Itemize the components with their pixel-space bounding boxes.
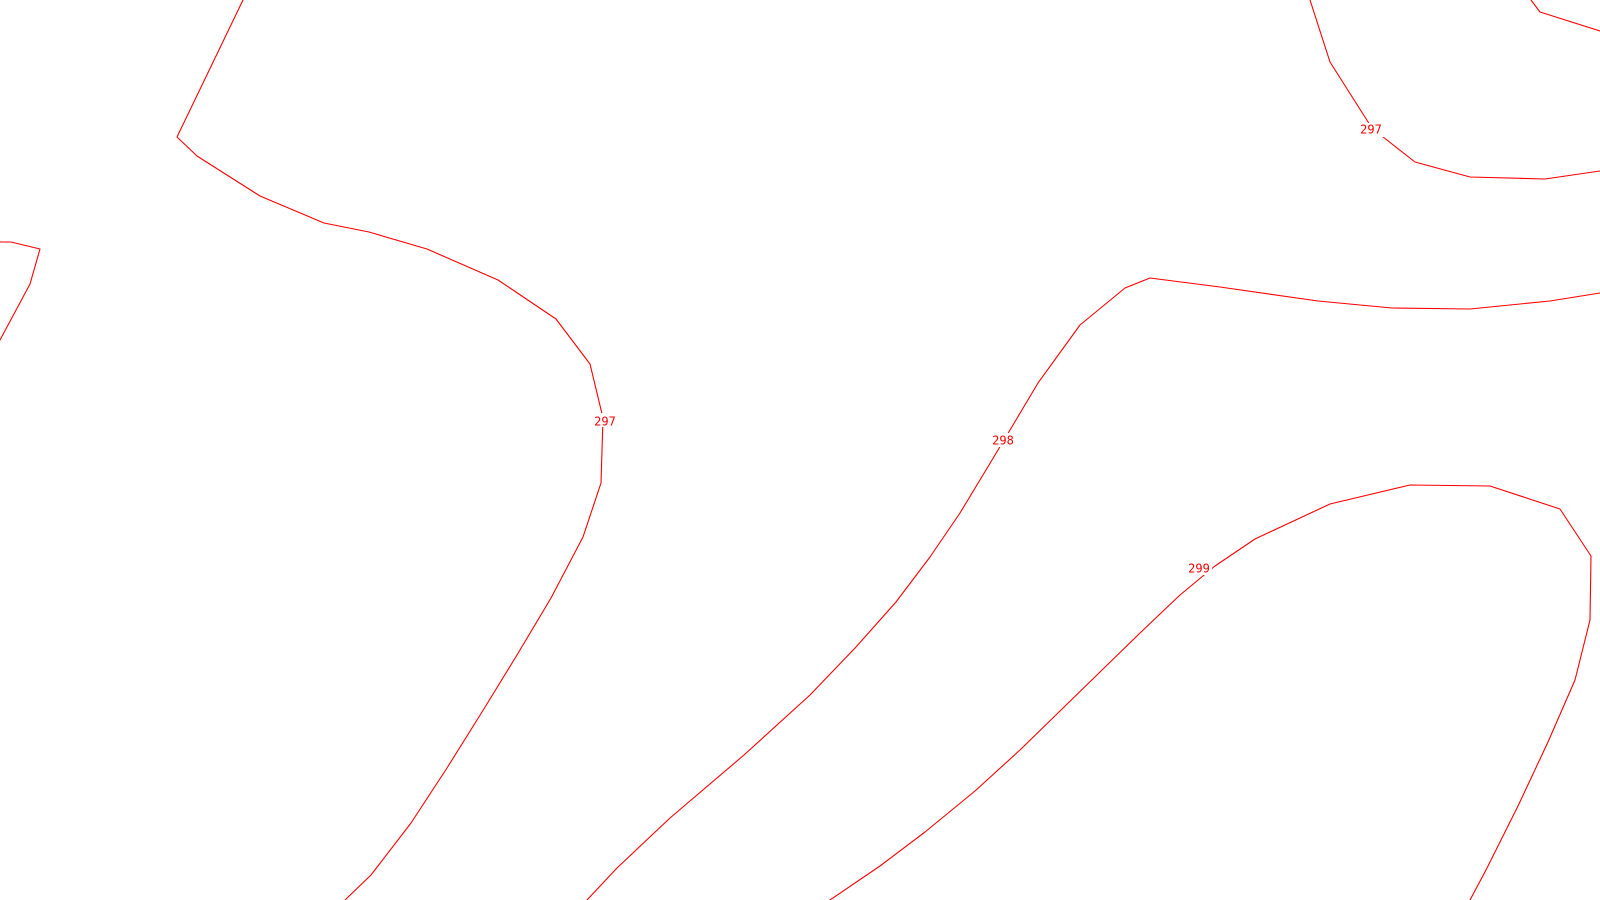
contour-path <box>829 484 1592 900</box>
contour-label-297-left: 297 <box>594 415 616 429</box>
contour-path <box>1530 0 1600 32</box>
contour-path <box>1309 0 1600 180</box>
contour-label-299: 299 <box>1188 562 1210 576</box>
contour-line-297-left: 297 <box>176 0 616 900</box>
contour-line-297-fragment <box>0 241 41 341</box>
contour-path <box>586 277 1600 900</box>
contour-label-298: 298 <box>992 434 1014 448</box>
contour-path <box>176 0 604 900</box>
contour-line-298: 298 <box>586 277 1600 900</box>
contour-line-297-top-right: 297 <box>1309 0 1600 180</box>
contour-line-299: 299 <box>829 484 1592 900</box>
contour-label-297-top-right: 297 <box>1360 123 1382 137</box>
contour-path <box>0 241 41 341</box>
